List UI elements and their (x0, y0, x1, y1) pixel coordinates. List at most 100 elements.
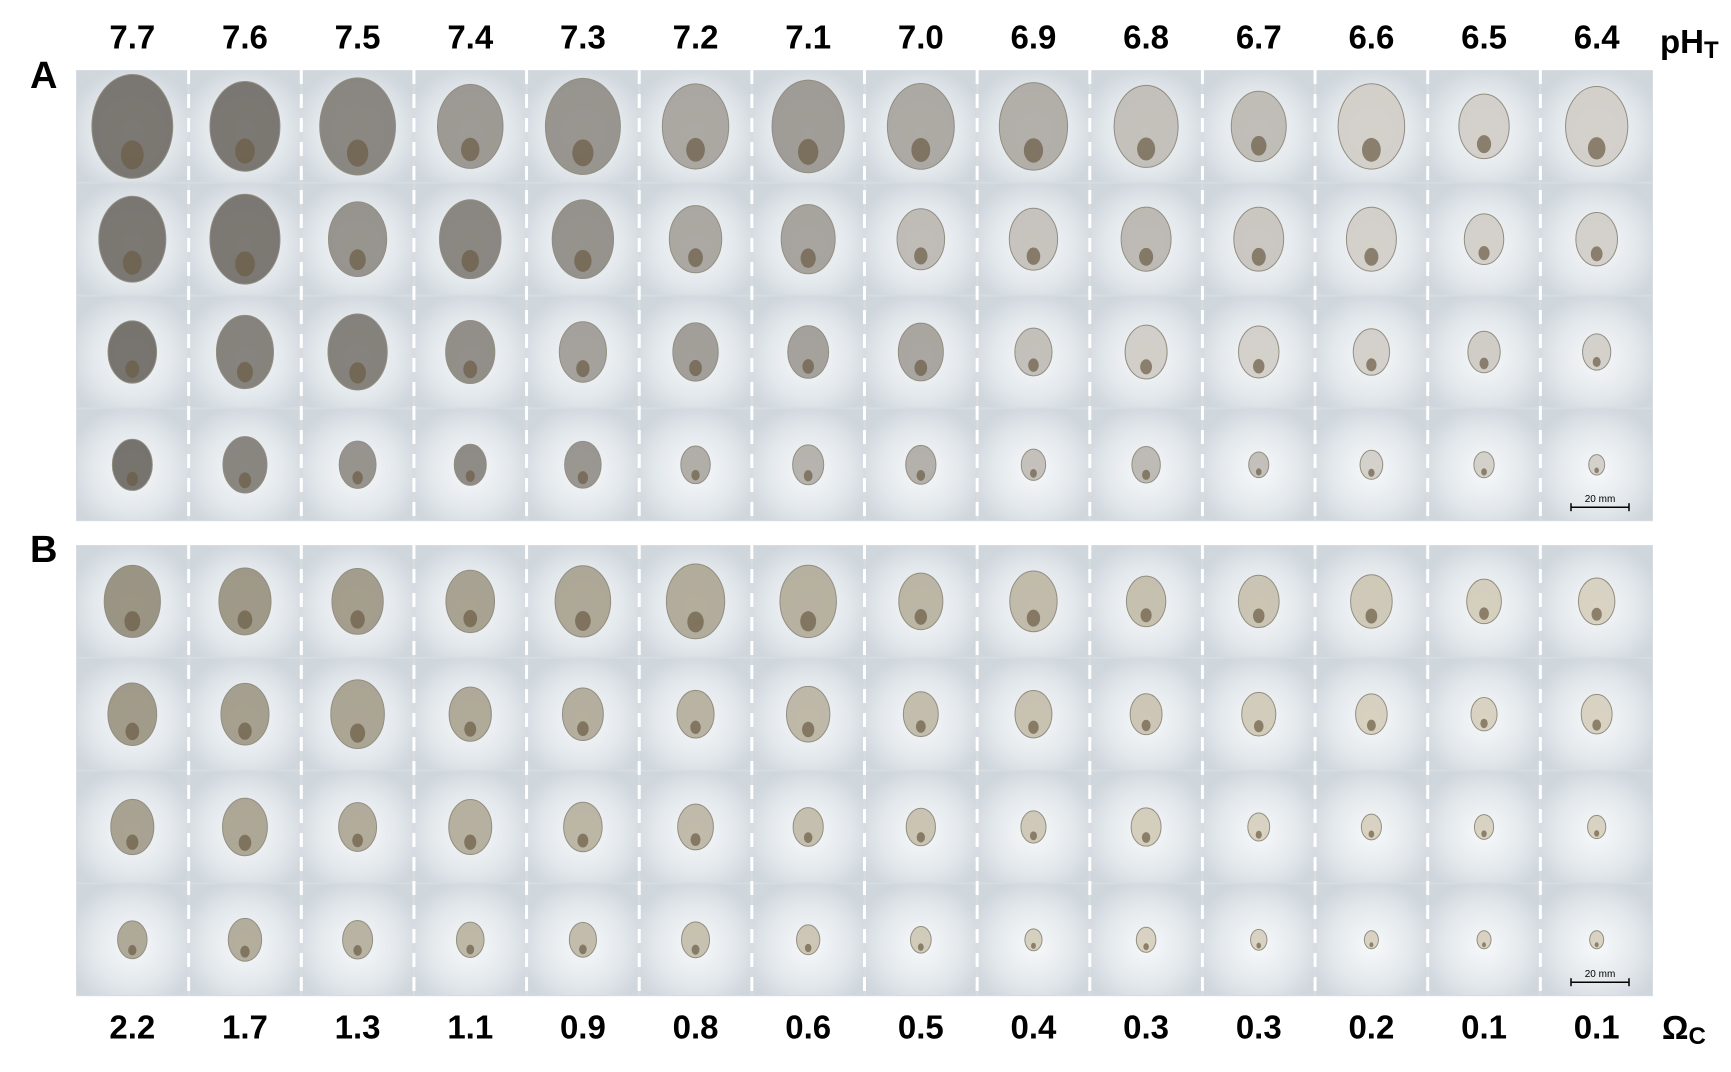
shell (103, 564, 161, 638)
axis-label-main: pH (1660, 23, 1704, 60)
shell-umbo (1594, 942, 1599, 948)
shell (111, 438, 153, 491)
shell (1024, 928, 1043, 952)
shell (227, 917, 263, 962)
shell (998, 82, 1069, 171)
shell (445, 319, 496, 385)
shell (1237, 574, 1280, 629)
omega-label: 0.4 (1011, 1009, 1058, 1046)
shell (1009, 570, 1058, 633)
shell (445, 569, 496, 634)
axis-label-sub: C (1688, 1023, 1705, 1050)
shell (897, 322, 944, 382)
shell (110, 798, 155, 856)
shell (661, 83, 730, 170)
shell-umbo (914, 609, 928, 625)
shell-umbo (126, 471, 138, 487)
shell-umbo (690, 720, 701, 734)
shell-umbo (911, 137, 931, 162)
shell-umbo (466, 944, 475, 955)
shell (1241, 691, 1277, 737)
shell-umbo (690, 833, 701, 847)
shell-umbo (350, 723, 366, 743)
shell (1360, 813, 1382, 841)
shell (338, 440, 377, 489)
omega-label: 0.3 (1236, 1009, 1282, 1046)
shell-umbo (574, 249, 592, 272)
shell-umbo (128, 944, 137, 956)
shell-umbo (1587, 137, 1606, 160)
shell-umbo (1023, 138, 1044, 163)
shell-umbo (465, 470, 475, 482)
shell (1363, 930, 1379, 950)
shell (218, 567, 272, 636)
shell-umbo (1026, 609, 1041, 627)
shell (107, 320, 158, 384)
omega-label: 0.2 (1348, 1009, 1394, 1046)
shell (792, 807, 824, 847)
shell-umbo (349, 362, 366, 384)
shell (1359, 449, 1384, 480)
scale-label: 20 mm (1585, 969, 1616, 980)
shell (1014, 327, 1053, 377)
shell-umbo (1594, 830, 1600, 837)
shell (1248, 451, 1270, 479)
ph-label: 7.7 (109, 19, 155, 56)
shell-umbo (352, 833, 363, 848)
ph-label: 6.8 (1123, 19, 1169, 56)
ph-label: 7.2 (673, 19, 719, 56)
shell-umbo (1251, 135, 1267, 156)
shell-umbo (1590, 246, 1603, 262)
shell (91, 74, 174, 179)
shell (448, 798, 493, 856)
shell-umbo (1253, 359, 1265, 374)
shell (681, 921, 711, 959)
shell (896, 208, 946, 271)
shell-umbo (1479, 357, 1489, 370)
shell-umbo (915, 720, 926, 733)
ph-label: 7.6 (222, 19, 268, 56)
ph-label: 6.7 (1236, 19, 1282, 56)
shell (98, 195, 167, 283)
ph-label: 7.4 (447, 19, 494, 56)
shell-umbo (1251, 247, 1266, 266)
shell-umbo (1365, 608, 1378, 624)
omega-label: 0.6 (785, 1009, 831, 1046)
axis-label-main: Ω (1662, 1009, 1688, 1046)
shell-umbo (125, 360, 140, 378)
axis-label-sub: T (1704, 37, 1719, 64)
shell (1589, 930, 1605, 950)
shell (1458, 93, 1510, 160)
shell (1337, 83, 1406, 170)
omega-label: 0.1 (1574, 1009, 1620, 1046)
shell (780, 204, 836, 275)
shell-umbo (461, 137, 480, 162)
shell (1350, 574, 1393, 629)
shell (342, 920, 374, 960)
shell (338, 802, 378, 852)
ph-label: 7.5 (335, 19, 381, 56)
omega-label: 0.8 (673, 1009, 719, 1046)
shell-umbo (688, 248, 703, 268)
shell (330, 679, 385, 750)
shell (222, 797, 268, 857)
shell (1473, 451, 1495, 479)
shell (1470, 696, 1498, 732)
shell (1233, 206, 1285, 272)
shell-umbo (1368, 468, 1375, 477)
omega-label: 0.9 (560, 1009, 606, 1046)
shell (438, 199, 502, 280)
shell-umbo (1028, 720, 1039, 734)
shell-umbo (1366, 358, 1377, 372)
axis-label: pHT (1660, 23, 1719, 65)
shell (1588, 454, 1606, 476)
shell (1125, 575, 1167, 628)
shell (215, 314, 274, 390)
shell (558, 321, 607, 383)
shell-umbo (691, 469, 700, 481)
shell-umbo (124, 611, 141, 632)
shell (220, 682, 270, 746)
shell (327, 313, 388, 391)
shell-umbo (235, 251, 255, 277)
shell-umbo (1476, 135, 1492, 154)
